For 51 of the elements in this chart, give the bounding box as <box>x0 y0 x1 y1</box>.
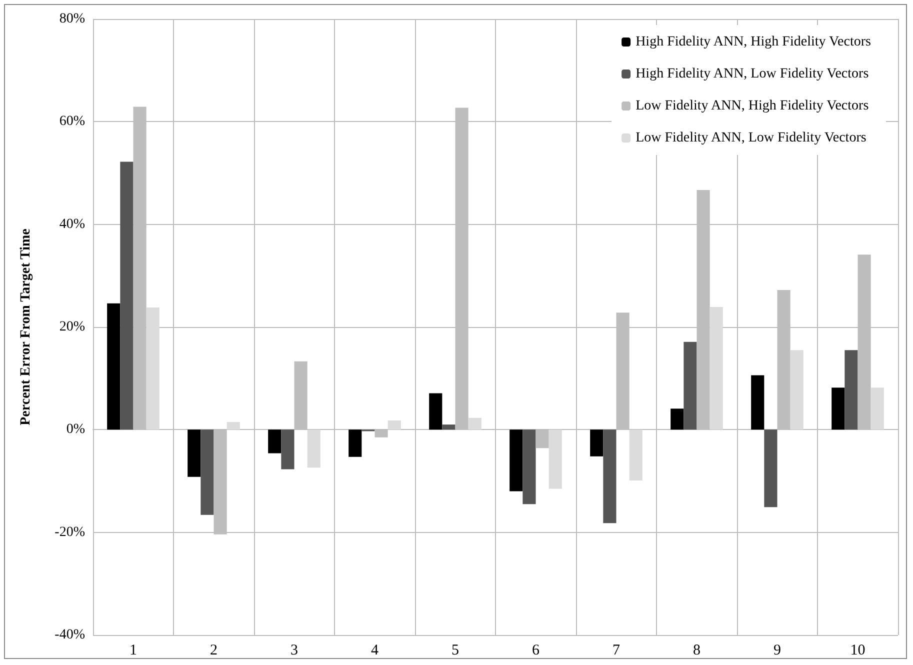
y-tick-label: 80% <box>59 12 86 26</box>
legend-label: Low Fidelity ANN, Low Fidelity Vectors <box>636 130 866 146</box>
bar <box>268 430 282 454</box>
x-tick-label: 5 <box>452 642 459 658</box>
bar <box>832 388 845 430</box>
bar <box>629 430 642 480</box>
y-tick-label: 60% <box>59 114 86 130</box>
y-tick-label: -20% <box>54 524 86 540</box>
bar <box>844 350 858 430</box>
bar <box>548 430 562 489</box>
legend-label: High Fidelity ANN, High Fidelity Vectors <box>636 34 871 50</box>
bar <box>790 350 804 430</box>
x-tick-label: 9 <box>774 642 781 658</box>
bar <box>281 430 294 470</box>
bar <box>146 307 160 430</box>
bar <box>120 162 134 430</box>
x-tick-label: 7 <box>612 642 620 658</box>
bar <box>751 375 764 430</box>
legend-label: Low Fidelity ANN, High Fidelity Vectors <box>636 98 869 114</box>
legend-label: High Fidelity ANN, Low Fidelity Vectors <box>636 66 869 82</box>
bar <box>107 303 120 430</box>
y-tick-label: 20% <box>59 320 86 334</box>
x-tick-label: 3 <box>290 642 298 658</box>
bar <box>200 430 214 515</box>
bar <box>684 342 697 430</box>
bar <box>522 430 536 504</box>
bar <box>764 430 778 508</box>
bar <box>468 418 482 430</box>
bar <box>429 393 442 430</box>
y-axis-title: Percent Error From Target Time <box>18 228 34 426</box>
x-tick-label: 1 <box>130 642 137 658</box>
bar <box>188 430 201 477</box>
x-tick-label: 8 <box>693 642 700 658</box>
bar <box>603 430 616 524</box>
y-tick-label: 40% <box>59 216 86 232</box>
bar <box>590 430 604 456</box>
bar <box>870 388 884 430</box>
x-tick-label: 4 <box>371 642 379 658</box>
x-tick-label: 10 <box>850 642 866 658</box>
y-tick-label: -40% <box>54 628 86 642</box>
x-tick-label: 2 <box>210 642 218 658</box>
y-tick-label: 0% <box>66 422 86 438</box>
bar <box>510 430 523 492</box>
bar <box>388 420 401 430</box>
bar <box>710 306 723 430</box>
bar <box>226 422 240 430</box>
bar <box>307 430 320 468</box>
bar <box>670 408 684 430</box>
bar <box>442 424 456 430</box>
x-tick-label: 6 <box>532 642 540 658</box>
bar <box>348 430 362 457</box>
